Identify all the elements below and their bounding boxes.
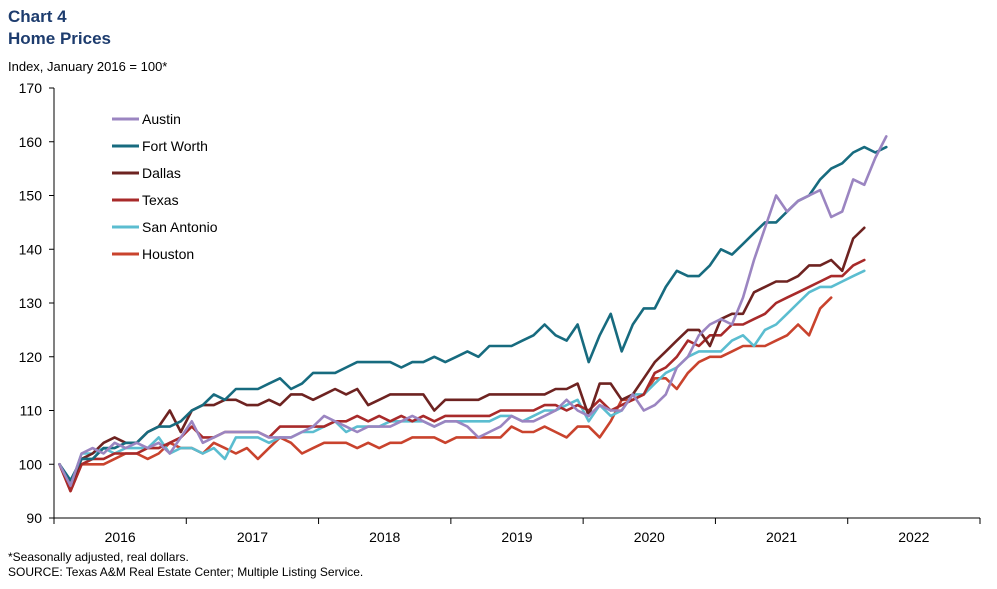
- series-line-texas: [58, 258, 866, 493]
- y-tick-label: 90: [26, 510, 42, 526]
- y-tick-label: 130: [19, 295, 43, 311]
- x-tick-label: 2020: [634, 529, 665, 545]
- series-line-fort-worth: [58, 145, 888, 482]
- y-tick-label: 150: [19, 188, 43, 204]
- x-tick-label: 2017: [237, 529, 268, 545]
- legend-label: Houston: [142, 246, 194, 262]
- series-line-houston: [58, 296, 833, 493]
- series-lines: [58, 135, 888, 493]
- legend: Austin Fort Worth Dallas Texas San Antonio Ho…: [112, 111, 218, 262]
- chart-label: Chart 4: [8, 7, 67, 26]
- chart-title: Home Prices: [8, 29, 111, 48]
- legend-label: Texas: [142, 192, 179, 208]
- x-tick-label: 2021: [766, 529, 797, 545]
- x-tick-label: 2022: [898, 529, 929, 545]
- x-tick-label: 2016: [105, 529, 136, 545]
- chart-subtitle: Index, January 2016 = 100*: [8, 59, 168, 74]
- legend-label: Austin: [142, 111, 181, 127]
- y-tick-label: 120: [19, 349, 43, 365]
- axes: 90 100 110 120 130 140 150 160 170 2016 2017 2018 20…: [19, 80, 981, 545]
- series-line-san-antonio: [58, 269, 866, 488]
- legend-label: Dallas: [142, 165, 181, 181]
- x-tick-label: 2019: [501, 529, 532, 545]
- y-tick-label: 160: [19, 134, 43, 150]
- y-tick-label: 100: [19, 456, 43, 472]
- source-note: SOURCE: Texas A&M Real Estate Center; Mu…: [8, 565, 364, 579]
- y-tick-label: 110: [20, 403, 43, 419]
- legend-label: Fort Worth: [142, 138, 208, 154]
- chart-area: 90 100 110 120 130 140 150 160 170 2016 2017 2018 20…: [19, 80, 981, 545]
- x-tick-label: 2018: [369, 529, 400, 545]
- footnote: *Seasonally adjusted, real dollars.: [8, 550, 189, 564]
- y-tick-label: 140: [19, 241, 43, 257]
- legend-label: San Antonio: [142, 219, 218, 235]
- y-tick-label: 170: [19, 80, 43, 96]
- series-line-austin: [58, 135, 888, 488]
